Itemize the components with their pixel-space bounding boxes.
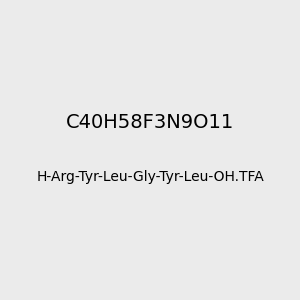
Text: H-Arg-Tyr-Leu-Gly-Tyr-Leu-OH.TFA: H-Arg-Tyr-Leu-Gly-Tyr-Leu-OH.TFA bbox=[36, 170, 264, 184]
Text: C40H58F3N9O11: C40H58F3N9O11 bbox=[66, 113, 234, 133]
